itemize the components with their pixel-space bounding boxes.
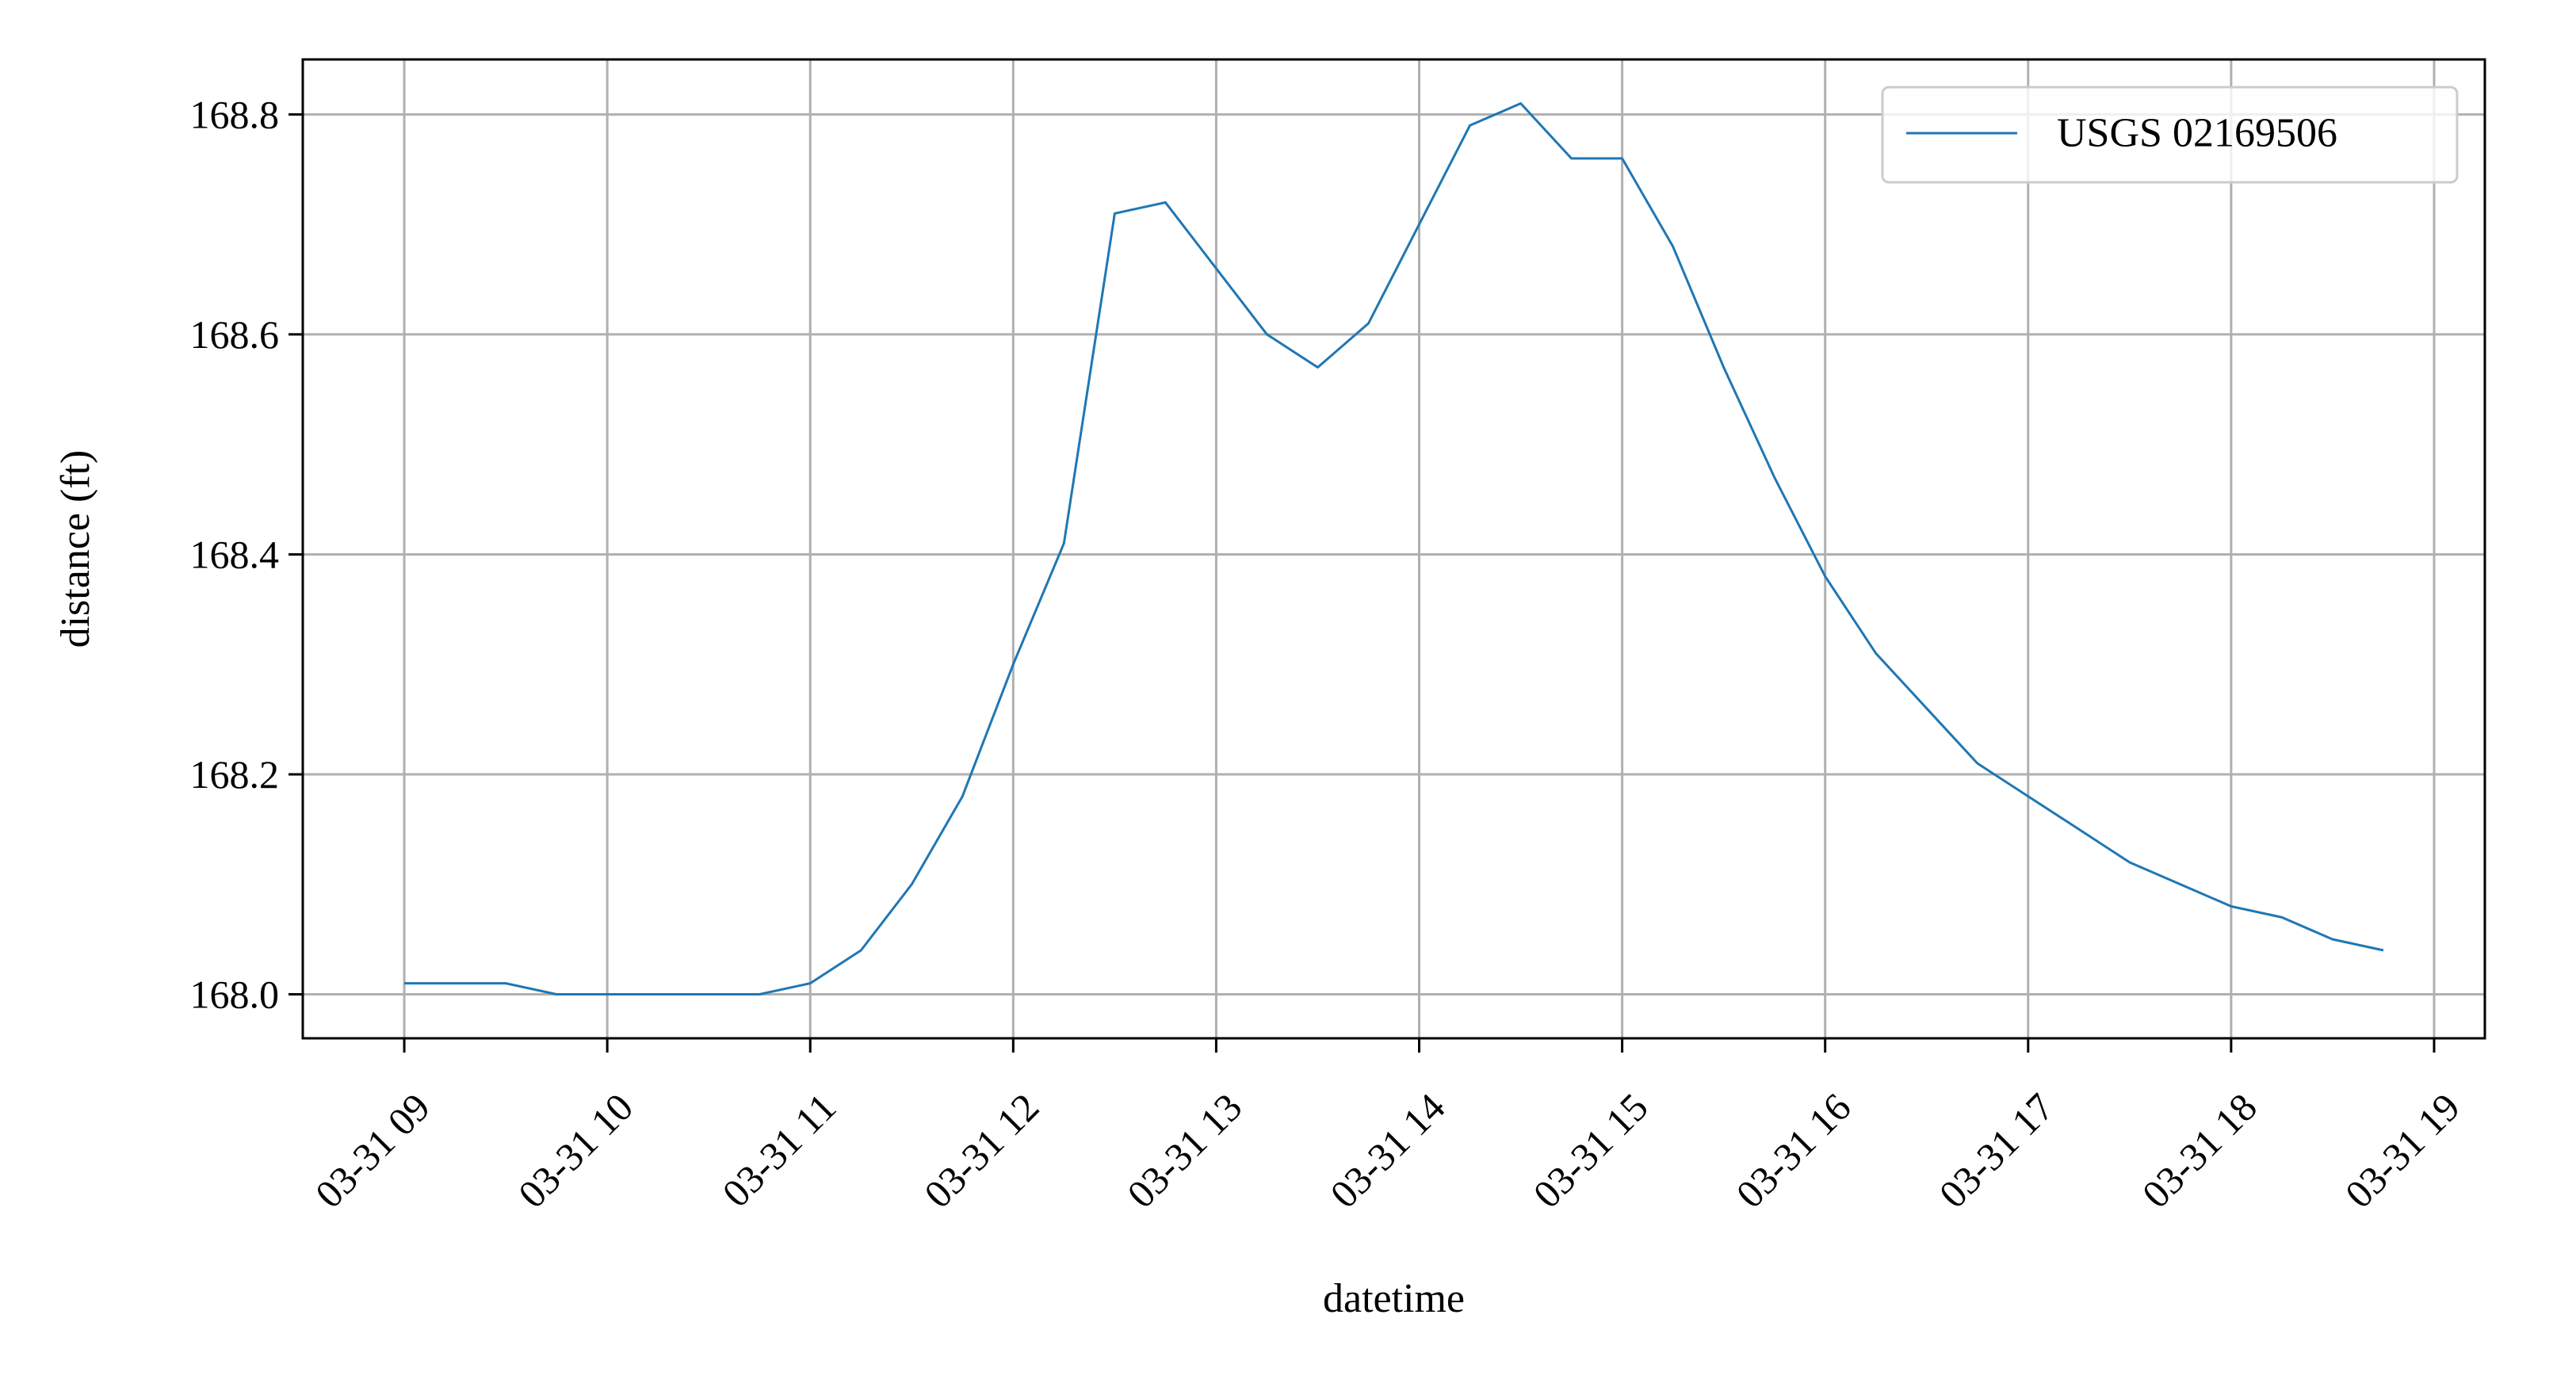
x-tick-label: 03-31 19 [2337,1084,2468,1216]
y-tick-label: 168.2 [190,752,280,797]
y-tick-label: 168.6 [190,312,280,357]
grid-lines [303,59,2485,1038]
legend-box [1881,86,2459,184]
y-tick-label: 168.4 [190,532,280,576]
y-tick-label: 168.0 [190,972,280,1016]
x-tick-label: 03-31 09 [307,1084,438,1216]
x-tick-label: 03-31 10 [510,1084,641,1216]
y-axis-title: distance (ft) [53,450,98,648]
x-tick-label: 03-31 13 [1118,1084,1250,1216]
legend-entry-label: USGS 02169506 [2057,111,2337,156]
x-tick-label: 03-31 15 [1524,1084,1656,1216]
plot-area-frame [301,58,2486,1040]
legend: USGS 02169506 [1881,86,2459,184]
x-tick-label: 03-31 14 [1321,1084,1453,1216]
y-axis: 168.0 168.2 168.4 168.6 168.8 [190,92,303,1016]
x-tick-label: 03-31 12 [915,1084,1047,1216]
series-layer [404,102,2384,995]
x-tick-label: 03-31 17 [1931,1084,2062,1216]
x-axis-title: datetime [1323,1276,1465,1321]
series-line-usgs-02169506 [404,102,2384,995]
x-tick-label: 03-31 16 [1727,1084,1859,1216]
y-tick-label: 168.8 [190,92,280,136]
x-tick-label: 03-31 11 [713,1084,844,1215]
x-tick-label: 03-31 18 [2134,1084,2265,1216]
x-axis: 03-31 09 03-31 10 03-31 11 03-31 12 03-31 13… [307,1038,2468,1217]
